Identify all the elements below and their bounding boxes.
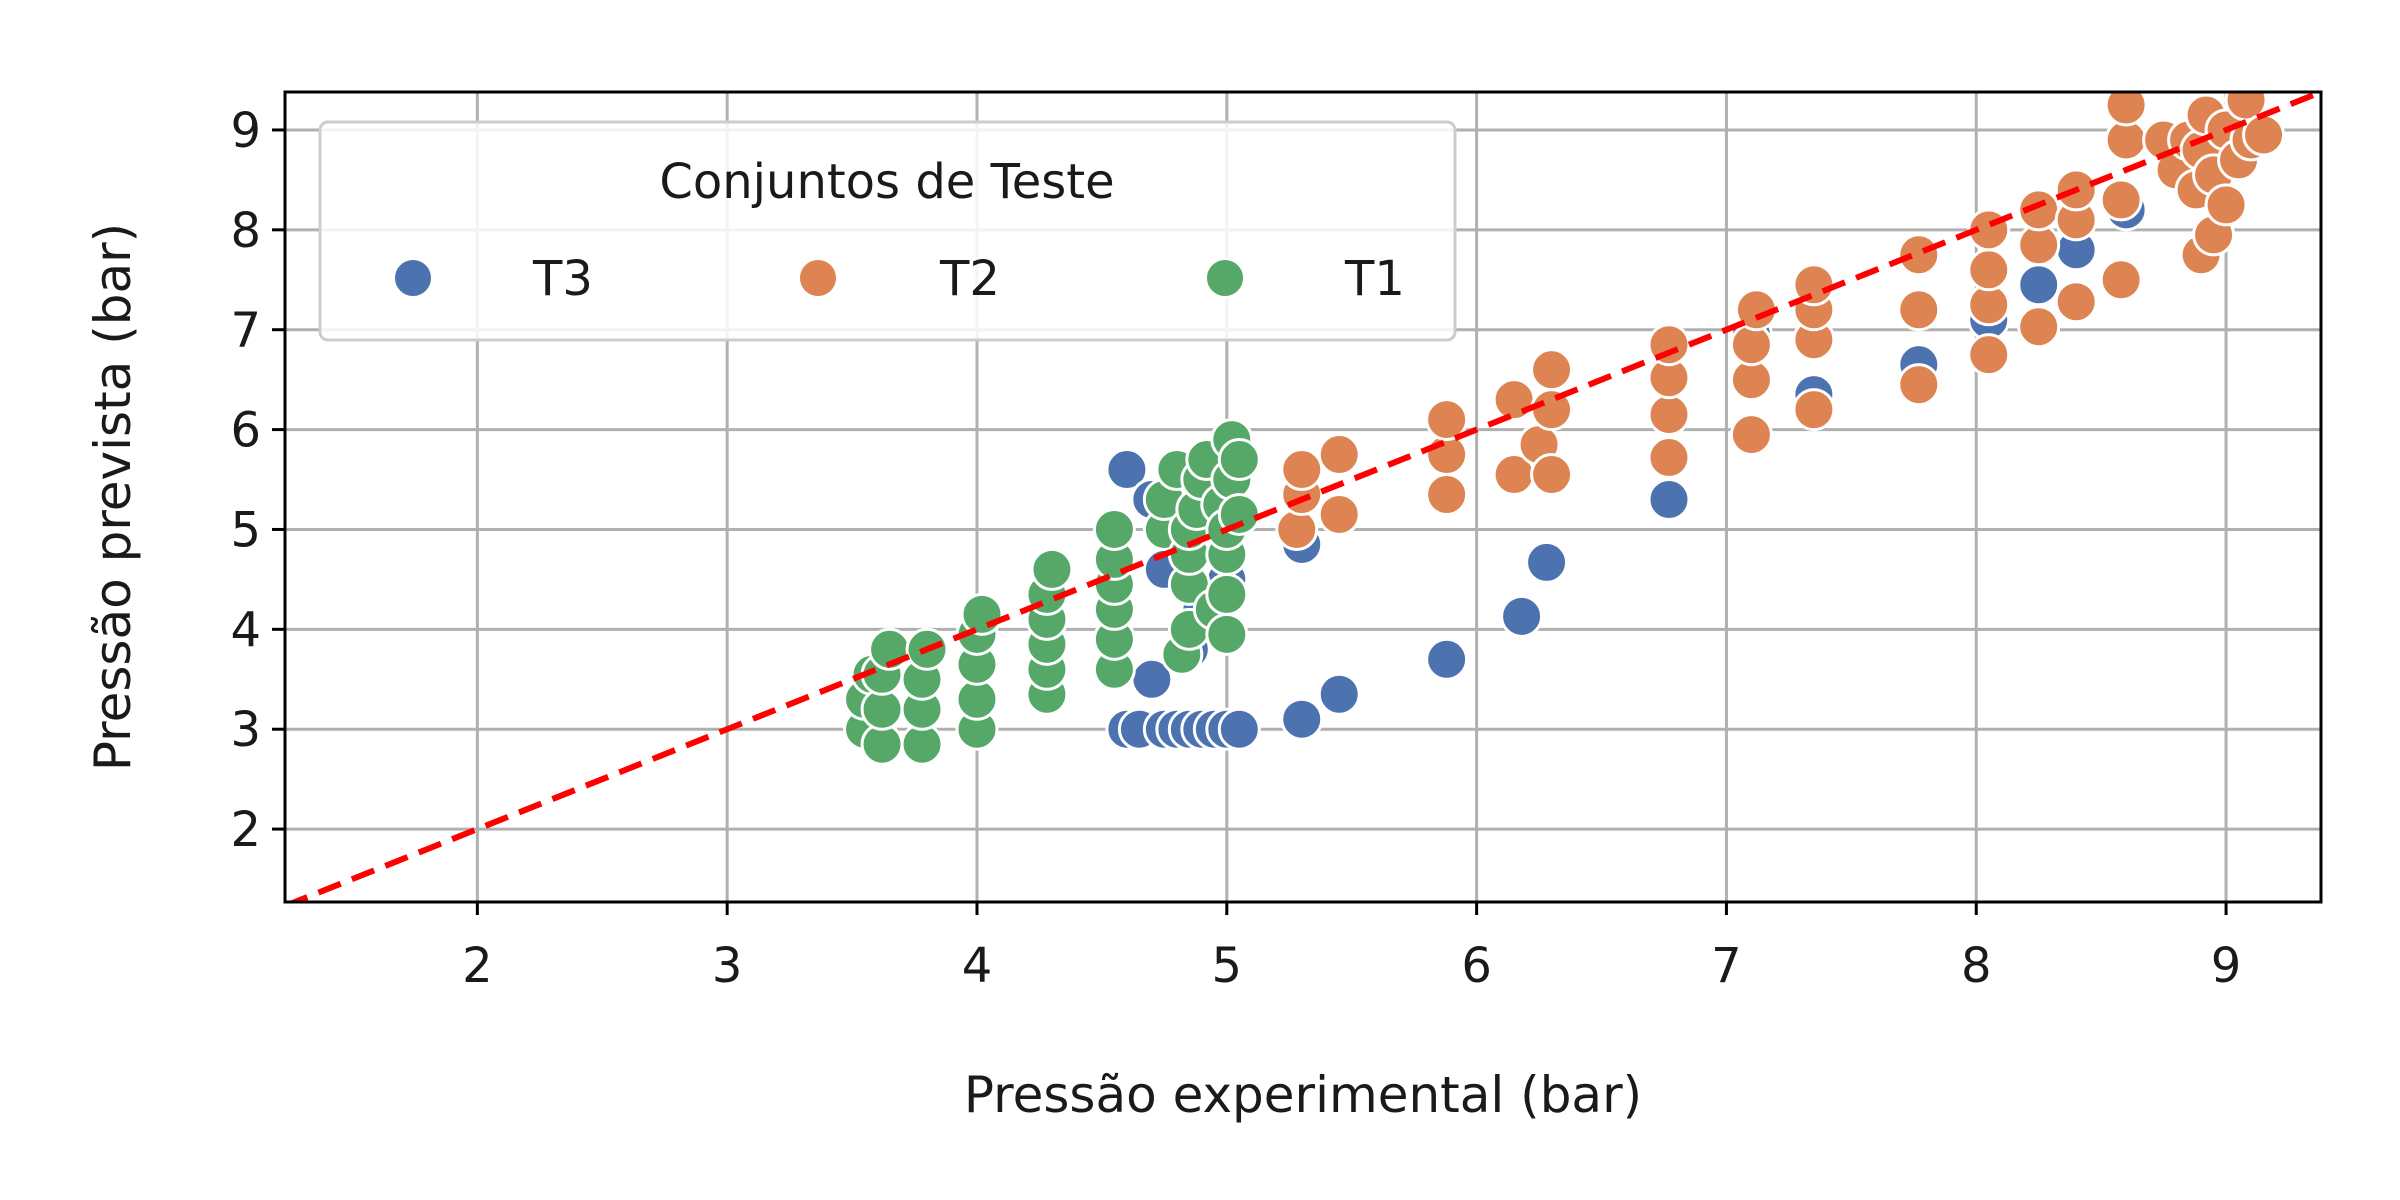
plot-frame (283, 90, 2323, 904)
y-tick-label-7: 7 (230, 303, 261, 359)
point-t2-5 (1425, 473, 1469, 517)
series-t3 (1105, 103, 2273, 751)
y-tick-label-5: 5 (230, 502, 261, 558)
point-t2-22 (1792, 388, 1836, 432)
point-t3-0 (1105, 448, 1149, 492)
y-tick-label-6: 6 (230, 403, 261, 459)
x-axis-label: Pressão experimental (bar) (964, 1066, 1642, 1124)
point-t2-14 (1647, 436, 1691, 480)
point-t2-20 (1729, 323, 1773, 367)
x-tick-label-9: 9 (2211, 938, 2242, 994)
reference-line (286, 92, 2321, 902)
legend-label-t2: T2 (939, 251, 1000, 307)
point-t2-4 (1317, 433, 1361, 477)
point-t1-21 (1030, 547, 1074, 591)
x-tick-label-3: 3 (712, 938, 743, 994)
legend-label-t3: T3 (532, 251, 593, 307)
point-t2-11 (1530, 453, 1574, 497)
point-t3-11 (1217, 707, 1261, 751)
point-t2-39 (2099, 258, 2143, 302)
point-t3-20 (1500, 594, 1544, 638)
point-t1-15 (960, 592, 1004, 636)
point-t3-27 (2017, 263, 2061, 307)
point-t2-42 (2104, 92, 2148, 127)
point-t2-52 (2204, 183, 2248, 227)
point-t2-28 (1897, 233, 1941, 277)
legend-marker-t2 (798, 258, 838, 298)
y-axis-ticks: 2 3 4 5 6 7 8 9 (230, 103, 285, 858)
point-t2-2 (1280, 448, 1324, 492)
x-tick-label-2: 2 (462, 938, 493, 994)
point-t2-7 (1425, 398, 1469, 442)
y-tick-label-2: 2 (230, 802, 261, 858)
y-tick-label-3: 3 (230, 702, 261, 758)
point-t3-21 (1525, 540, 1569, 584)
point-t2-3 (1317, 492, 1361, 536)
y-axis-label: Pressão prevista (bar) (84, 223, 142, 771)
point-t1-41 (1205, 612, 1249, 656)
point-t2-17 (1647, 323, 1691, 367)
x-tick-label-5: 5 (1212, 938, 1243, 994)
point-t1-42 (1205, 572, 1249, 616)
point-t2-0 (1275, 507, 1319, 551)
point-t2-31 (1967, 248, 2011, 292)
legend-marker-t3 (393, 258, 433, 298)
point-t3-18 (1317, 672, 1361, 716)
point-t1-48 (1217, 438, 1261, 482)
point-t2-29 (1967, 333, 2011, 377)
x-axis-ticks: 2 3 4 5 6 7 8 9 (462, 902, 2241, 994)
x-tick-label-4: 4 (962, 938, 993, 994)
point-t1-27 (1092, 507, 1136, 551)
series-t2 (1275, 92, 2286, 551)
x-tick-label-7: 7 (1711, 938, 1742, 994)
point-t3-17 (1280, 697, 1324, 741)
y-tick-label-8: 8 (230, 203, 261, 259)
y-tick-label-4: 4 (230, 602, 261, 658)
point-t2-18 (1729, 413, 1773, 457)
point-t2-40 (2099, 178, 2143, 222)
point-t3-19 (1425, 637, 1469, 681)
data-points (843, 92, 2286, 766)
point-t2-33 (2017, 305, 2061, 349)
legend-box (318, 120, 1457, 342)
x-tick-label-8: 8 (1961, 938, 1992, 994)
legend: Conjuntos de Teste T3 T2 T1 (318, 120, 1457, 342)
point-t2-13 (1530, 348, 1574, 392)
y-tick-label-9: 9 (230, 103, 261, 159)
point-t2-9 (1492, 378, 1536, 422)
point-t2-26 (1897, 363, 1941, 407)
point-t3-22 (1647, 477, 1691, 521)
legend-title: Conjuntos de Teste (659, 154, 1114, 210)
legend-marker-t1 (1205, 258, 1245, 298)
legend-label-t1: T1 (1344, 251, 1405, 307)
x-tick-label-6: 6 (1461, 938, 1492, 994)
point-t2-27 (1897, 288, 1941, 332)
point-t2-36 (2054, 280, 2098, 324)
point-t2-15 (1647, 393, 1691, 437)
point-t2-57 (2242, 113, 2286, 157)
